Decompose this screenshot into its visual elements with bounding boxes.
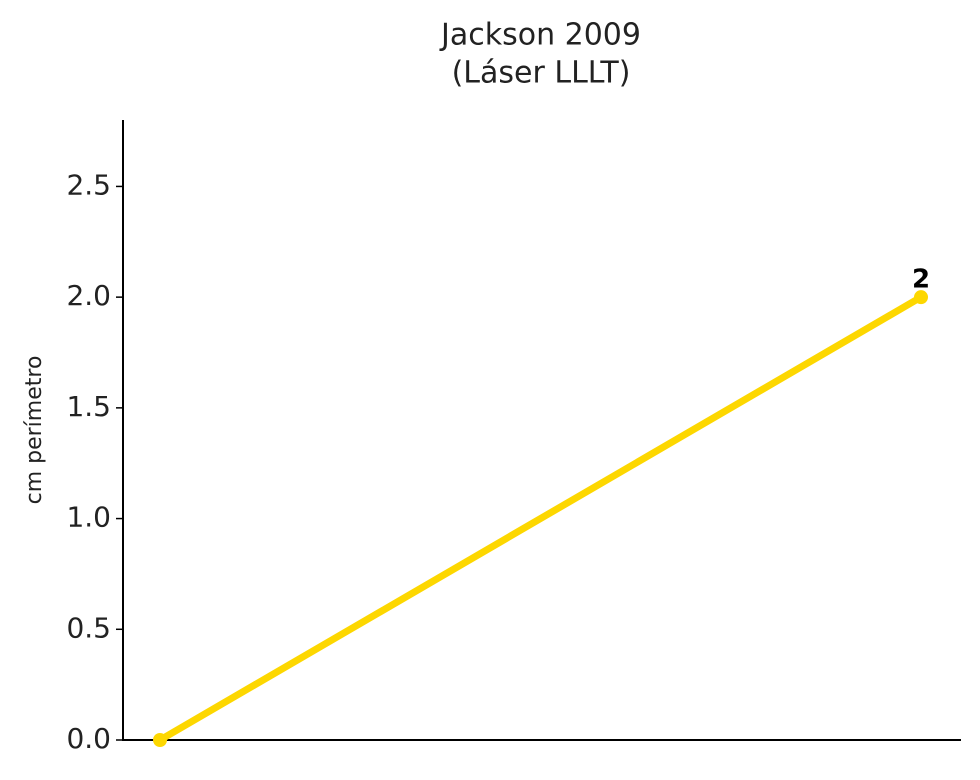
y-tick-label: 0.5	[66, 611, 111, 644]
y-tick-label: 1.5	[66, 390, 111, 423]
line	[156, 293, 925, 744]
y-tick-label: 2.5	[66, 168, 111, 201]
chart-title: (Láser LLLT)	[452, 56, 631, 91]
point	[153, 733, 167, 747]
y-tick-label: 1.0	[66, 501, 111, 534]
chart-title: Jackson 2009	[439, 18, 641, 53]
y-axis-label: cm perímetro	[22, 356, 47, 505]
y-tick-label: 0.0	[66, 722, 111, 755]
data-label: 2	[912, 265, 930, 295]
point	[914, 290, 928, 305]
y-tick-label: 2.0	[66, 279, 111, 312]
